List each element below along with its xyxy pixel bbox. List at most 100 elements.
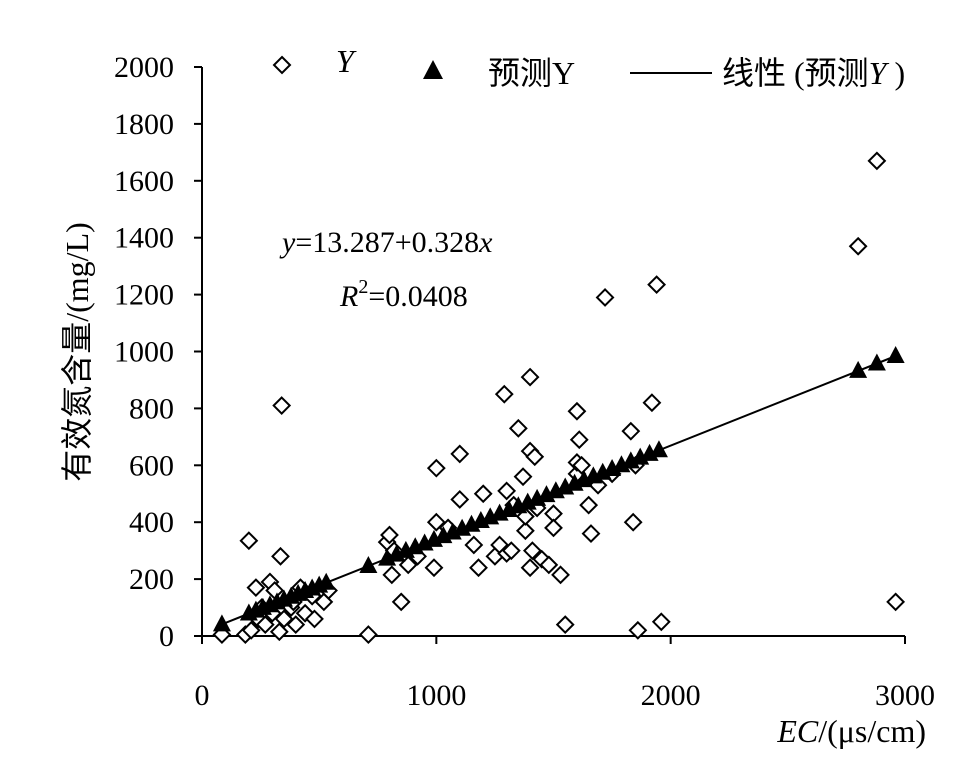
observed-point bbox=[469, 558, 488, 578]
y-ticks: 0 200 400 600 800 1000 1200 1400 1600 1800 2000 bbox=[114, 51, 202, 653]
legend-label-observed: Y bbox=[336, 43, 357, 79]
predicted-points bbox=[212, 346, 905, 632]
y-tick-label: 1000 bbox=[114, 336, 174, 369]
x-axis-title-italic: EC bbox=[776, 713, 819, 749]
observed-point bbox=[286, 615, 306, 635]
legend-label-predicted: 预测Y bbox=[488, 55, 575, 91]
x-ticks: 0 1000 2000 3000 bbox=[195, 636, 935, 712]
observed-point bbox=[551, 565, 570, 585]
observed-point bbox=[464, 535, 484, 555]
observed-point bbox=[269, 622, 289, 642]
observed-point bbox=[501, 541, 521, 561]
y-tick-label: 0 bbox=[159, 620, 174, 653]
r-squared: R2=0.0408 bbox=[339, 276, 468, 313]
observed-point bbox=[848, 236, 868, 256]
observed-point bbox=[628, 620, 648, 640]
legend-trend-prefix: 线性 (预测 bbox=[722, 55, 869, 91]
axes: 0 200 400 600 800 1000 1200 1400 1600 1800 2000 0 1… bbox=[114, 51, 935, 712]
y-tick-label: 400 bbox=[129, 506, 174, 539]
legend-trend-suffix: ) bbox=[886, 55, 905, 91]
observed-point bbox=[642, 393, 662, 413]
y-tick-label: 600 bbox=[129, 449, 174, 482]
equation-rest: =13.287+0.328 bbox=[295, 226, 479, 259]
observed-point bbox=[358, 625, 378, 644]
observed-point bbox=[271, 546, 290, 566]
observed-point bbox=[513, 467, 533, 487]
observed-point bbox=[572, 455, 592, 475]
observed-point bbox=[398, 555, 418, 575]
r2-var: R bbox=[339, 280, 358, 313]
y-tick-label: 800 bbox=[129, 392, 174, 425]
observed-point bbox=[567, 401, 587, 421]
observed-point bbox=[494, 384, 514, 404]
observed-point bbox=[473, 484, 493, 504]
y-tick-label: 1600 bbox=[114, 165, 174, 198]
observed-point bbox=[867, 151, 887, 171]
observed-point bbox=[520, 367, 540, 387]
observed-point bbox=[391, 592, 411, 612]
equation-x-var: x bbox=[478, 226, 493, 259]
legend-trend-italic: Y bbox=[869, 55, 890, 91]
observed-point bbox=[246, 578, 266, 598]
observed-point bbox=[569, 430, 589, 450]
predicted-point bbox=[649, 440, 668, 458]
x-axis-title: EC/(μs/cm) bbox=[776, 713, 926, 749]
observed-point bbox=[647, 275, 667, 295]
observed-point bbox=[555, 615, 575, 635]
observed-point bbox=[623, 512, 643, 532]
observed-point bbox=[380, 525, 399, 545]
observed-point bbox=[424, 558, 444, 578]
observed-point bbox=[520, 558, 540, 578]
observed-point bbox=[621, 421, 641, 441]
y-tick-label: 1200 bbox=[114, 279, 174, 312]
observed-point bbox=[239, 531, 259, 551]
y-tick-label: 200 bbox=[129, 563, 174, 596]
observed-point bbox=[595, 288, 615, 307]
y-tick-label: 1800 bbox=[114, 108, 174, 141]
x-axis-title-rest: /(μs/cm) bbox=[818, 713, 926, 749]
observed-point bbox=[272, 396, 292, 415]
observed-point bbox=[525, 447, 545, 467]
observed-point bbox=[515, 521, 535, 541]
observed-point bbox=[295, 603, 315, 623]
regression-equation: y=13.287+0.328x bbox=[279, 226, 493, 259]
x-tick-label: 1000 bbox=[406, 679, 466, 712]
observed-point bbox=[450, 490, 470, 509]
x-tick-label: 0 bbox=[195, 679, 210, 712]
r2-rest: =0.0408 bbox=[368, 280, 467, 313]
y-axis-title: 有效氮含量/(mg/L) bbox=[59, 222, 95, 482]
r2-sup: 2 bbox=[358, 276, 368, 298]
observed-point bbox=[497, 481, 517, 501]
observed-point bbox=[274, 609, 294, 629]
predicted-point bbox=[849, 360, 868, 378]
legend: Y 预测Y 线性 (预测Y ) bbox=[272, 43, 905, 91]
observed-point bbox=[544, 518, 563, 538]
observed-point bbox=[450, 444, 470, 464]
observed-point bbox=[382, 565, 402, 585]
observed-point bbox=[581, 524, 601, 543]
predicted-point bbox=[867, 353, 886, 371]
observed-point bbox=[522, 541, 542, 561]
observed-point bbox=[886, 592, 906, 612]
legend-triangle-marker bbox=[423, 60, 443, 79]
observed-point bbox=[508, 418, 528, 438]
observed-point bbox=[651, 612, 671, 632]
predicted-point bbox=[359, 556, 378, 574]
predicted-point bbox=[886, 346, 905, 364]
observed-point bbox=[426, 458, 446, 478]
observed-point bbox=[255, 615, 275, 635]
predicted-point bbox=[317, 572, 336, 590]
equation-y-var: y bbox=[279, 226, 296, 259]
observed-point bbox=[579, 495, 599, 515]
y-tick-label: 1400 bbox=[114, 222, 174, 255]
observed-point bbox=[539, 555, 559, 575]
legend-diamond-marker bbox=[272, 55, 292, 75]
observed-point bbox=[305, 609, 324, 629]
predicted-point bbox=[212, 614, 231, 632]
x-tick-label: 3000 bbox=[875, 679, 935, 712]
x-tick-label: 2000 bbox=[641, 679, 701, 712]
legend-label-trend: 线性 (预测Y ) bbox=[722, 55, 905, 91]
y-tick-label: 2000 bbox=[114, 51, 174, 84]
observed-point bbox=[241, 620, 261, 640]
